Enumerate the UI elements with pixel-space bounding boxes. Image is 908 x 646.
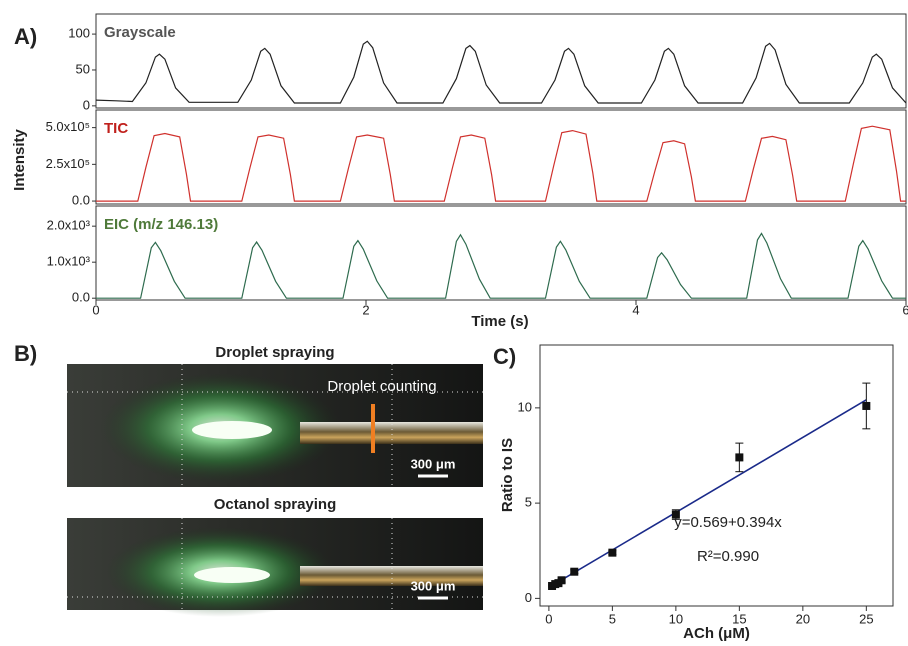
data-line [95,40,907,104]
fit-line [551,399,867,587]
y-tick-label: 5 [525,495,532,510]
plot-frame [95,109,907,205]
x-tick-label: 0 [92,302,99,317]
y-axis-label: Intensity [11,129,28,191]
y-tick-label: 2.0x10³ [47,218,91,233]
x-tick-label: 25 [859,611,873,626]
photo-top [67,364,483,487]
series-label: EIC (m/z 146.13) [104,216,218,233]
data-point [862,401,871,410]
panel-label: C) [493,344,516,369]
y-tick-label: 10 [518,399,532,414]
photo-bottom [67,518,483,617]
y-tick-label: 5.0x10⁵ [46,119,90,134]
plot-frame [95,13,907,109]
x-tick-label: 10 [669,611,683,626]
data-point [671,510,680,519]
annotation: y=0.569+0.394x [674,514,782,531]
y-tick-label: 0 [525,590,532,605]
y-tick-label: 0.0 [72,290,90,305]
image-title: Droplet spraying [215,344,334,361]
x-tick-label: 4 [632,302,639,317]
x-tick-label: 2 [362,302,369,317]
scale-label: 300 μm [411,456,456,471]
x-axis-label: ACh (μM) [683,625,750,642]
data-point [557,576,566,585]
plot-frame [95,205,907,301]
data-point [608,548,617,557]
y-tick-label: 0.0 [72,193,90,208]
x-tick-label: 6 [902,302,908,317]
series-label: Grayscale [104,24,176,41]
x-tick-label: 5 [609,611,616,626]
y-tick-label: 50 [76,61,90,76]
y-tick-label: 1.0x10³ [47,254,91,269]
data-point [570,567,579,576]
data-line [96,232,906,299]
x-tick-label: 15 [732,611,746,626]
y-axis-label: Ratio to IS [499,438,516,512]
annotation: R²=0.990 [697,548,759,565]
data-line [96,125,906,202]
plot-frame [539,344,894,607]
x-axis-label: Time (s) [471,313,528,330]
data-point [735,453,744,462]
scale-label: 300 μm [411,578,456,593]
image-annotation: Droplet counting [327,378,436,395]
y-tick-label: 0 [83,97,90,112]
series-label: TIC [104,120,128,137]
y-tick-label: 100 [68,26,90,41]
image-title: Octanol spraying [214,496,337,513]
panel-label: A) [14,24,37,49]
x-tick-label: 20 [796,611,810,626]
y-tick-label: 2.5x10⁵ [46,156,90,171]
panel-label: B) [14,341,37,366]
x-tick-label: 0 [545,611,552,626]
